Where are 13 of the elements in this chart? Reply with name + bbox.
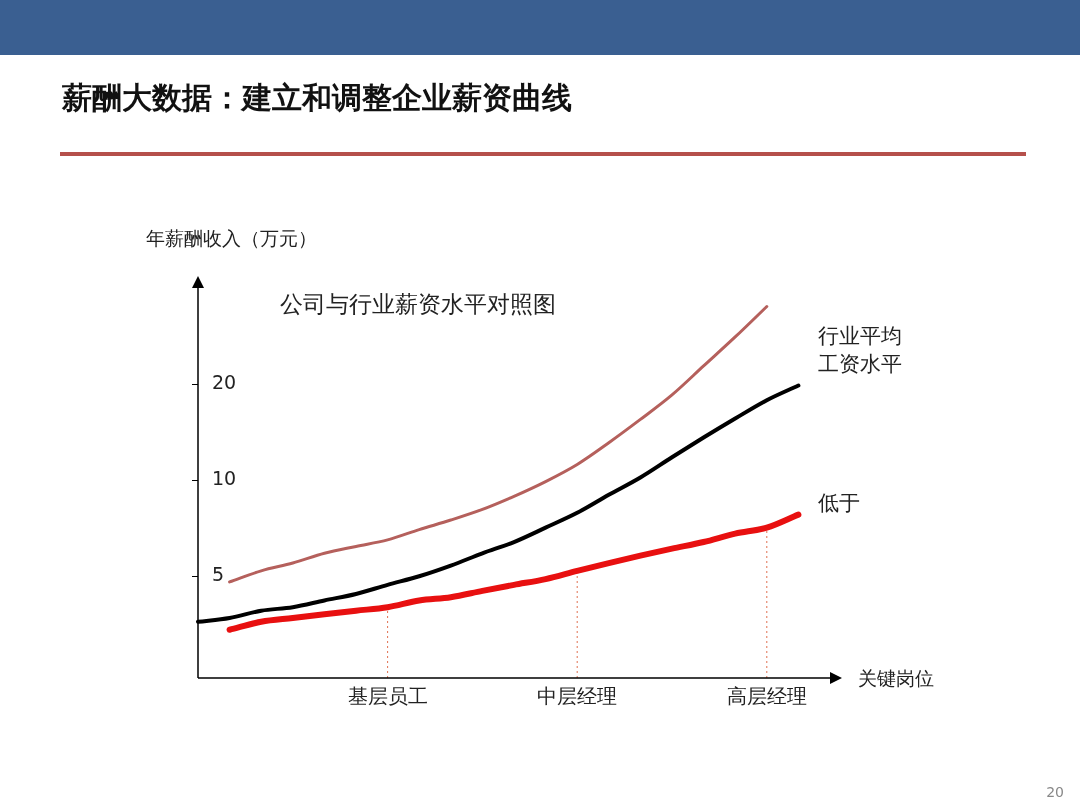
text: 20 — [1046, 784, 1064, 800]
x-axis-title: 关键岗位 — [858, 666, 934, 689]
series-label: 行业平均工资水平 — [818, 323, 903, 376]
chart-title: 薪酬大数据：建立和调整企业薪资曲线 — [62, 79, 572, 117]
y-tick-label: 10 — [212, 467, 237, 490]
x-tick-label: 中层经理 — [537, 684, 618, 709]
x-tick-label: 高层经理 — [726, 684, 807, 709]
x-tick-label: 基层员工 — [347, 684, 428, 709]
y-tick-label: 5 — [212, 563, 225, 586]
chart-subtitle: 公司与行业薪资水平对照图 — [280, 290, 556, 317]
y-axis-title: 年薪酬收入（万元） — [146, 226, 317, 249]
y-tick-label: 20 — [212, 371, 237, 394]
series-label: 低于 — [818, 491, 861, 516]
